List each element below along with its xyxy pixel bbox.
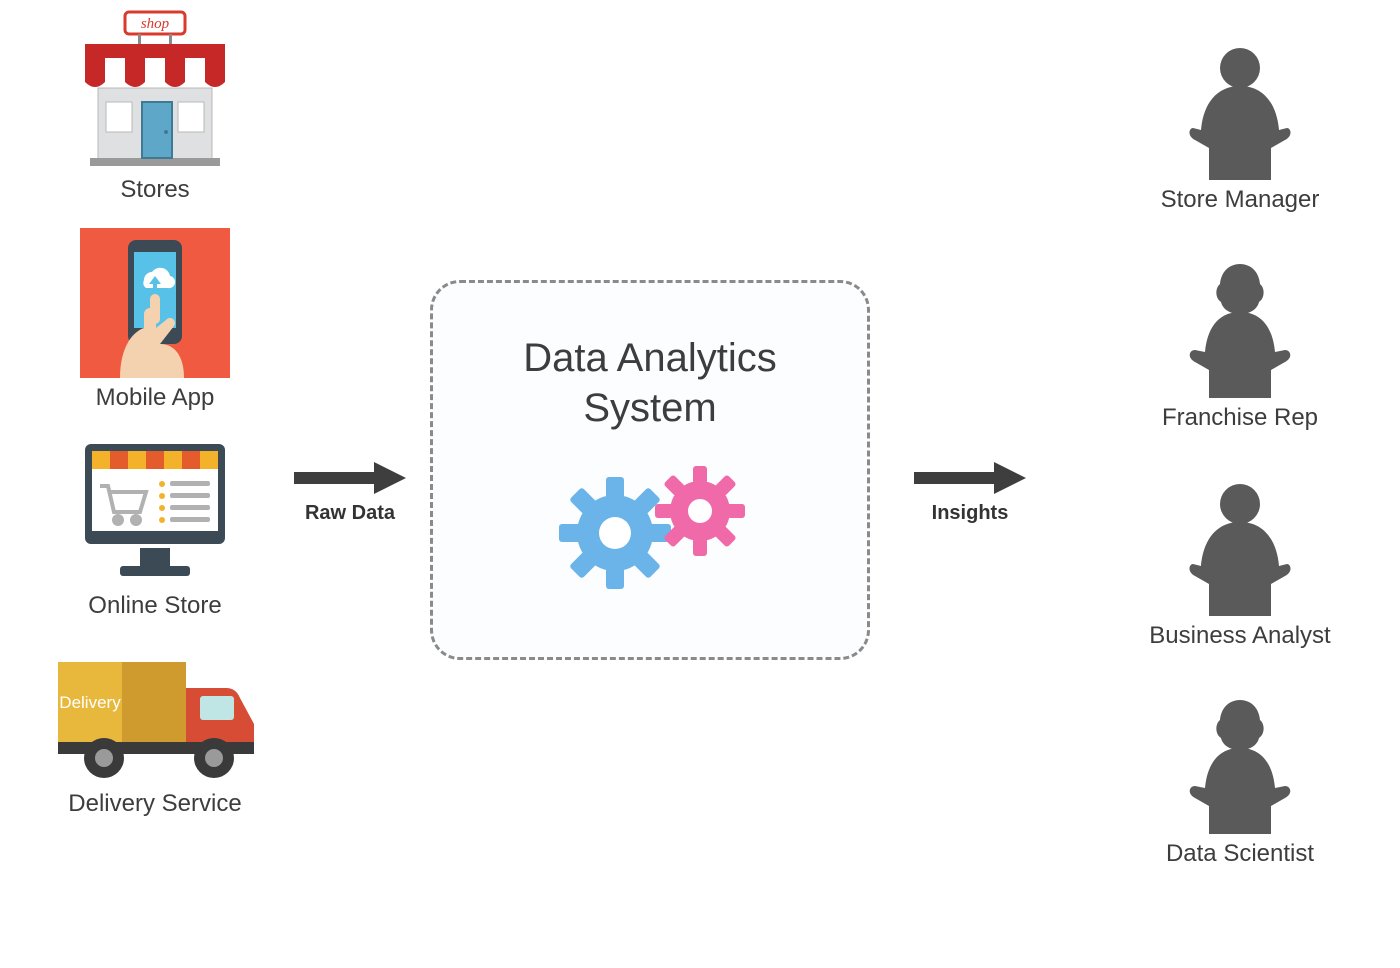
arrow-label: Insights (932, 502, 1009, 525)
source-online-store: Online Store (70, 436, 240, 620)
arrow-insights: Insights (910, 460, 1030, 525)
source-label: Delivery Service (68, 790, 241, 818)
arrow-raw-data: Raw Data (290, 460, 410, 525)
user-data-scientist: Data Scientist (1166, 694, 1314, 868)
sources-column: shop Stores (40, 10, 270, 818)
person-silhouette-icon (1185, 40, 1295, 180)
shop-icon: shop (70, 10, 240, 170)
central-title: Data Analytics System (523, 333, 776, 433)
user-franchise-rep: Franchise Rep (1162, 258, 1318, 432)
user-store-manager: Store Manager (1161, 40, 1320, 214)
central-system-box: Data Analytics System (430, 280, 870, 660)
gears-icon (525, 433, 775, 603)
person-silhouette-icon (1185, 258, 1295, 398)
source-label: Mobile App (96, 384, 215, 412)
users-column: Store Manager Franchise Rep Business Ana… (1120, 40, 1360, 868)
delivery-truck-icon: Delivery (50, 644, 260, 784)
source-delivery: Delivery Delivery Service (50, 644, 260, 818)
user-label: Franchise Rep (1162, 404, 1318, 432)
arrow-label: Raw Data (305, 502, 395, 525)
online-store-icon (70, 436, 240, 586)
person-silhouette-icon (1185, 694, 1295, 834)
user-label: Data Scientist (1166, 840, 1314, 868)
source-label: Stores (120, 176, 189, 204)
svg-text:Delivery: Delivery (59, 693, 121, 712)
central-title-line2: System (583, 386, 716, 430)
source-label: Online Store (88, 592, 221, 620)
central-title-line1: Data Analytics (523, 336, 776, 380)
source-mobile-app: Mobile App (80, 228, 230, 412)
user-label: Business Analyst (1149, 622, 1330, 650)
svg-text:shop: shop (141, 16, 170, 32)
arrow-right-icon (910, 460, 1030, 496)
arrow-right-icon (290, 460, 410, 496)
source-stores: shop Stores (70, 10, 240, 204)
user-business-analyst: Business Analyst (1149, 476, 1330, 650)
mobile-app-icon (80, 228, 230, 378)
person-silhouette-icon (1185, 476, 1295, 616)
user-label: Store Manager (1161, 186, 1320, 214)
